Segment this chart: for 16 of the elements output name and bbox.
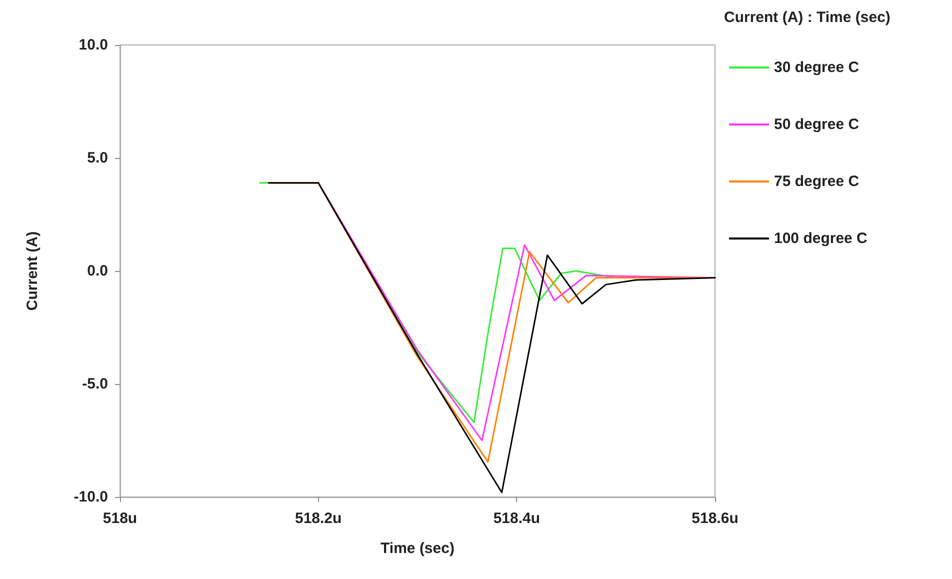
legend-label: 30 degree C — [774, 59, 860, 76]
y-tick-label: 5.0 — [87, 150, 108, 166]
x-axis-title: Time (sec) — [380, 540, 454, 557]
y-tick-label: 10.0 — [78, 36, 108, 54]
legend-label: 75 degree C — [774, 173, 860, 190]
y-axis-title: Current (A) — [24, 231, 41, 311]
legend-label: 100 degree C — [774, 230, 868, 247]
x-tick-label: 518u — [102, 510, 138, 527]
y-tick-label: -10.0 — [74, 488, 108, 506]
y-tick-label: -5.0 — [82, 376, 108, 392]
legend-title: Current (A) : Time (sec) — [724, 9, 890, 26]
y-tick-label: 0.0 — [87, 262, 108, 280]
legend-label: 50 degree C — [774, 116, 860, 133]
x-tick-label: 518.4u — [493, 510, 540, 527]
x-tick-label: 518.2u — [294, 510, 342, 527]
x-tick-label: 518.6u — [692, 510, 738, 527]
